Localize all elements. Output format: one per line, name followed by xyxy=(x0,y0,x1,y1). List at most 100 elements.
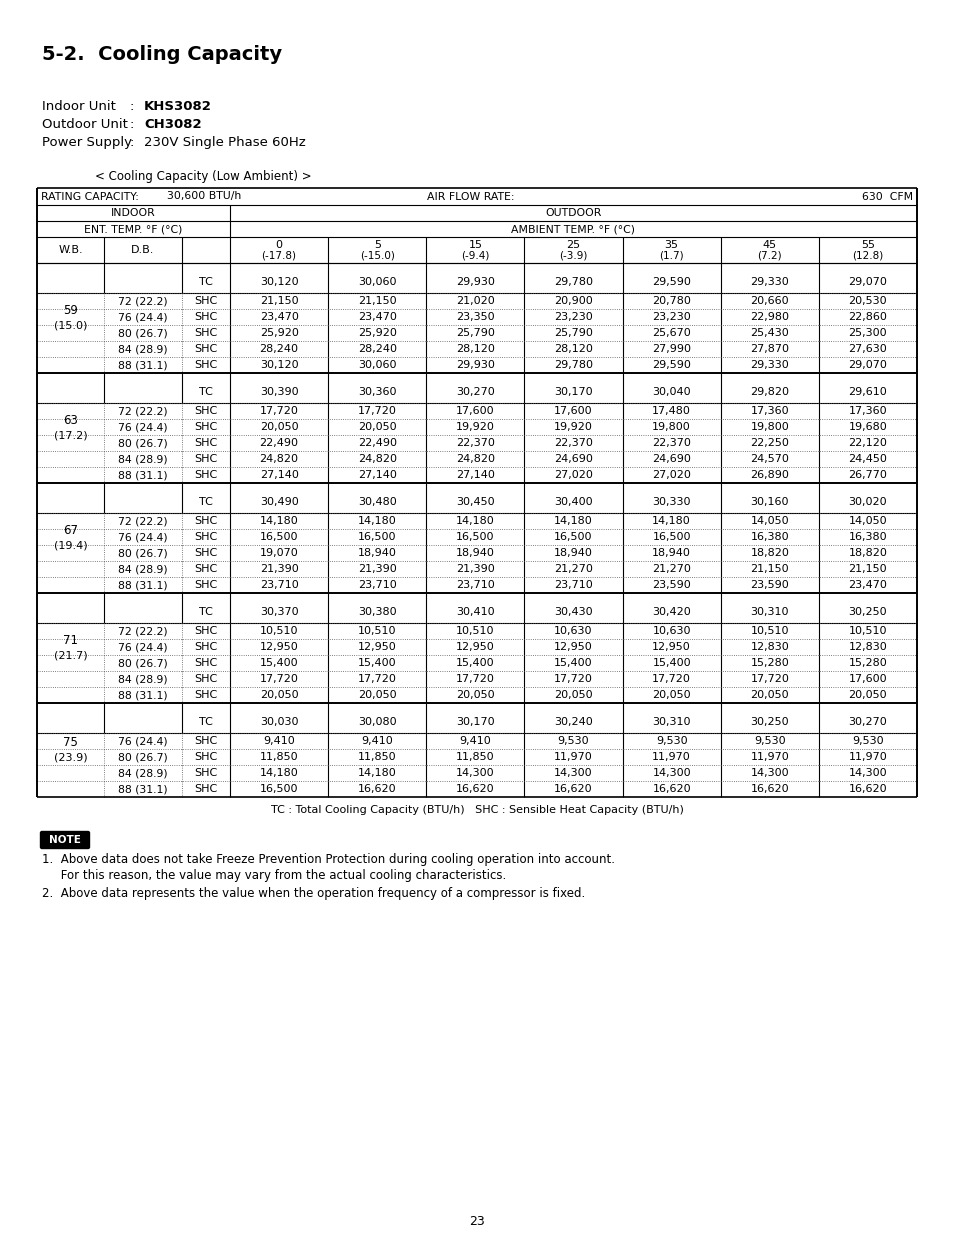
Text: 9,530: 9,530 xyxy=(753,736,784,746)
Text: 22,370: 22,370 xyxy=(456,438,495,448)
Text: AMBIENT TEMP. °F (°C): AMBIENT TEMP. °F (°C) xyxy=(511,224,635,233)
Text: Outdoor Unit: Outdoor Unit xyxy=(42,119,128,131)
Text: (21.7): (21.7) xyxy=(53,650,88,659)
Text: 20,530: 20,530 xyxy=(848,296,886,306)
Text: SHC: SHC xyxy=(194,690,217,700)
Text: 71: 71 xyxy=(63,635,78,647)
Text: 21,390: 21,390 xyxy=(357,564,396,574)
Text: TC : Total Cooling Capacity (BTU/h)   SHC : Sensible Heat Capacity (BTU/h): TC : Total Cooling Capacity (BTU/h) SHC … xyxy=(271,805,682,815)
Text: SHC: SHC xyxy=(194,658,217,668)
Text: 29,780: 29,780 xyxy=(554,359,593,370)
Text: 84 (28.9): 84 (28.9) xyxy=(118,768,168,778)
Text: 27,990: 27,990 xyxy=(652,345,690,354)
Text: 30,060: 30,060 xyxy=(357,359,396,370)
Text: 15,280: 15,280 xyxy=(750,658,788,668)
Text: 80 (26.7): 80 (26.7) xyxy=(118,752,168,762)
Text: 11,970: 11,970 xyxy=(652,752,690,762)
Text: 23,230: 23,230 xyxy=(554,312,592,322)
Text: SHC: SHC xyxy=(194,471,217,480)
Text: 18,940: 18,940 xyxy=(456,548,495,558)
Text: SHC: SHC xyxy=(194,345,217,354)
Text: 24,450: 24,450 xyxy=(847,454,886,464)
Text: CH3082: CH3082 xyxy=(144,119,201,131)
Text: 22,250: 22,250 xyxy=(750,438,788,448)
Text: TC: TC xyxy=(199,606,213,616)
Text: 18,940: 18,940 xyxy=(554,548,593,558)
Text: 24,570: 24,570 xyxy=(750,454,788,464)
Text: 630  CFM: 630 CFM xyxy=(861,191,912,201)
Text: 24,820: 24,820 xyxy=(259,454,298,464)
Text: 14,180: 14,180 xyxy=(554,516,592,526)
Text: 10,510: 10,510 xyxy=(259,626,298,636)
Text: SHC: SHC xyxy=(194,516,217,526)
Text: 20,050: 20,050 xyxy=(554,690,592,700)
Text: SHC: SHC xyxy=(194,642,217,652)
Text: SHC: SHC xyxy=(194,312,217,322)
Text: 80 (26.7): 80 (26.7) xyxy=(118,658,168,668)
Text: 9,530: 9,530 xyxy=(655,736,687,746)
Text: 55: 55 xyxy=(860,241,874,251)
Text: 16,380: 16,380 xyxy=(750,532,788,542)
Text: 72 (22.2): 72 (22.2) xyxy=(118,406,168,416)
Text: 14,180: 14,180 xyxy=(259,516,298,526)
Text: 76 (24.4): 76 (24.4) xyxy=(118,642,168,652)
Text: 30,420: 30,420 xyxy=(652,606,690,616)
Text: 15,280: 15,280 xyxy=(847,658,886,668)
Text: 19,800: 19,800 xyxy=(652,422,690,432)
Text: 76 (24.4): 76 (24.4) xyxy=(118,422,168,432)
Text: 12,950: 12,950 xyxy=(456,642,495,652)
Text: SHC: SHC xyxy=(194,406,217,416)
Text: 30,430: 30,430 xyxy=(554,606,592,616)
Text: 16,500: 16,500 xyxy=(259,532,298,542)
Text: 30,160: 30,160 xyxy=(750,496,788,506)
Text: (-9.4): (-9.4) xyxy=(460,251,489,261)
Text: 15,400: 15,400 xyxy=(456,658,495,668)
Text: 30,370: 30,370 xyxy=(259,606,298,616)
Text: < Cooling Capacity (Low Ambient) >: < Cooling Capacity (Low Ambient) > xyxy=(95,170,312,183)
Text: 80 (26.7): 80 (26.7) xyxy=(118,548,168,558)
Text: 23,470: 23,470 xyxy=(259,312,298,322)
Text: 20,660: 20,660 xyxy=(750,296,788,306)
Text: 88 (31.1): 88 (31.1) xyxy=(118,690,168,700)
Text: (-3.9): (-3.9) xyxy=(558,251,587,261)
Text: 30,480: 30,480 xyxy=(357,496,396,506)
Text: 16,620: 16,620 xyxy=(750,784,788,794)
Text: 11,850: 11,850 xyxy=(259,752,298,762)
Text: 45: 45 xyxy=(762,241,776,251)
Text: 16,620: 16,620 xyxy=(848,784,886,794)
Text: 17,600: 17,600 xyxy=(848,674,886,684)
Text: 9,530: 9,530 xyxy=(558,736,589,746)
Text: NOTE: NOTE xyxy=(49,835,81,845)
Text: 17,600: 17,600 xyxy=(456,406,495,416)
Text: 10,630: 10,630 xyxy=(554,626,592,636)
Text: 30,020: 30,020 xyxy=(848,496,886,506)
Text: 15,400: 15,400 xyxy=(259,658,298,668)
Text: RATING CAPACITY:: RATING CAPACITY: xyxy=(41,191,139,201)
Text: 30,410: 30,410 xyxy=(456,606,495,616)
Text: 17,720: 17,720 xyxy=(357,674,396,684)
Text: SHC: SHC xyxy=(194,296,217,306)
Text: 18,940: 18,940 xyxy=(357,548,396,558)
Text: D.B.: D.B. xyxy=(132,245,154,254)
Text: 25,920: 25,920 xyxy=(259,329,298,338)
Text: 22,120: 22,120 xyxy=(847,438,886,448)
Text: 30,120: 30,120 xyxy=(259,277,298,287)
Text: KHS3082: KHS3082 xyxy=(144,100,212,112)
Text: 88 (31.1): 88 (31.1) xyxy=(118,359,168,370)
Text: 30,250: 30,250 xyxy=(848,606,886,616)
Text: 19,920: 19,920 xyxy=(456,422,495,432)
Text: (-17.8): (-17.8) xyxy=(261,251,296,261)
Text: 12,830: 12,830 xyxy=(847,642,886,652)
Text: (7.2): (7.2) xyxy=(757,251,781,261)
Text: 72 (22.2): 72 (22.2) xyxy=(118,516,168,526)
Text: 14,300: 14,300 xyxy=(554,768,592,778)
Text: :: : xyxy=(130,100,134,112)
Text: 10,510: 10,510 xyxy=(357,626,396,636)
Text: 30,380: 30,380 xyxy=(357,606,396,616)
Text: 12,830: 12,830 xyxy=(750,642,788,652)
Text: 24,690: 24,690 xyxy=(554,454,593,464)
Text: Power Supply: Power Supply xyxy=(42,136,132,149)
Text: 30,270: 30,270 xyxy=(456,387,495,396)
Text: (23.9): (23.9) xyxy=(53,752,88,762)
Text: 27,140: 27,140 xyxy=(357,471,396,480)
